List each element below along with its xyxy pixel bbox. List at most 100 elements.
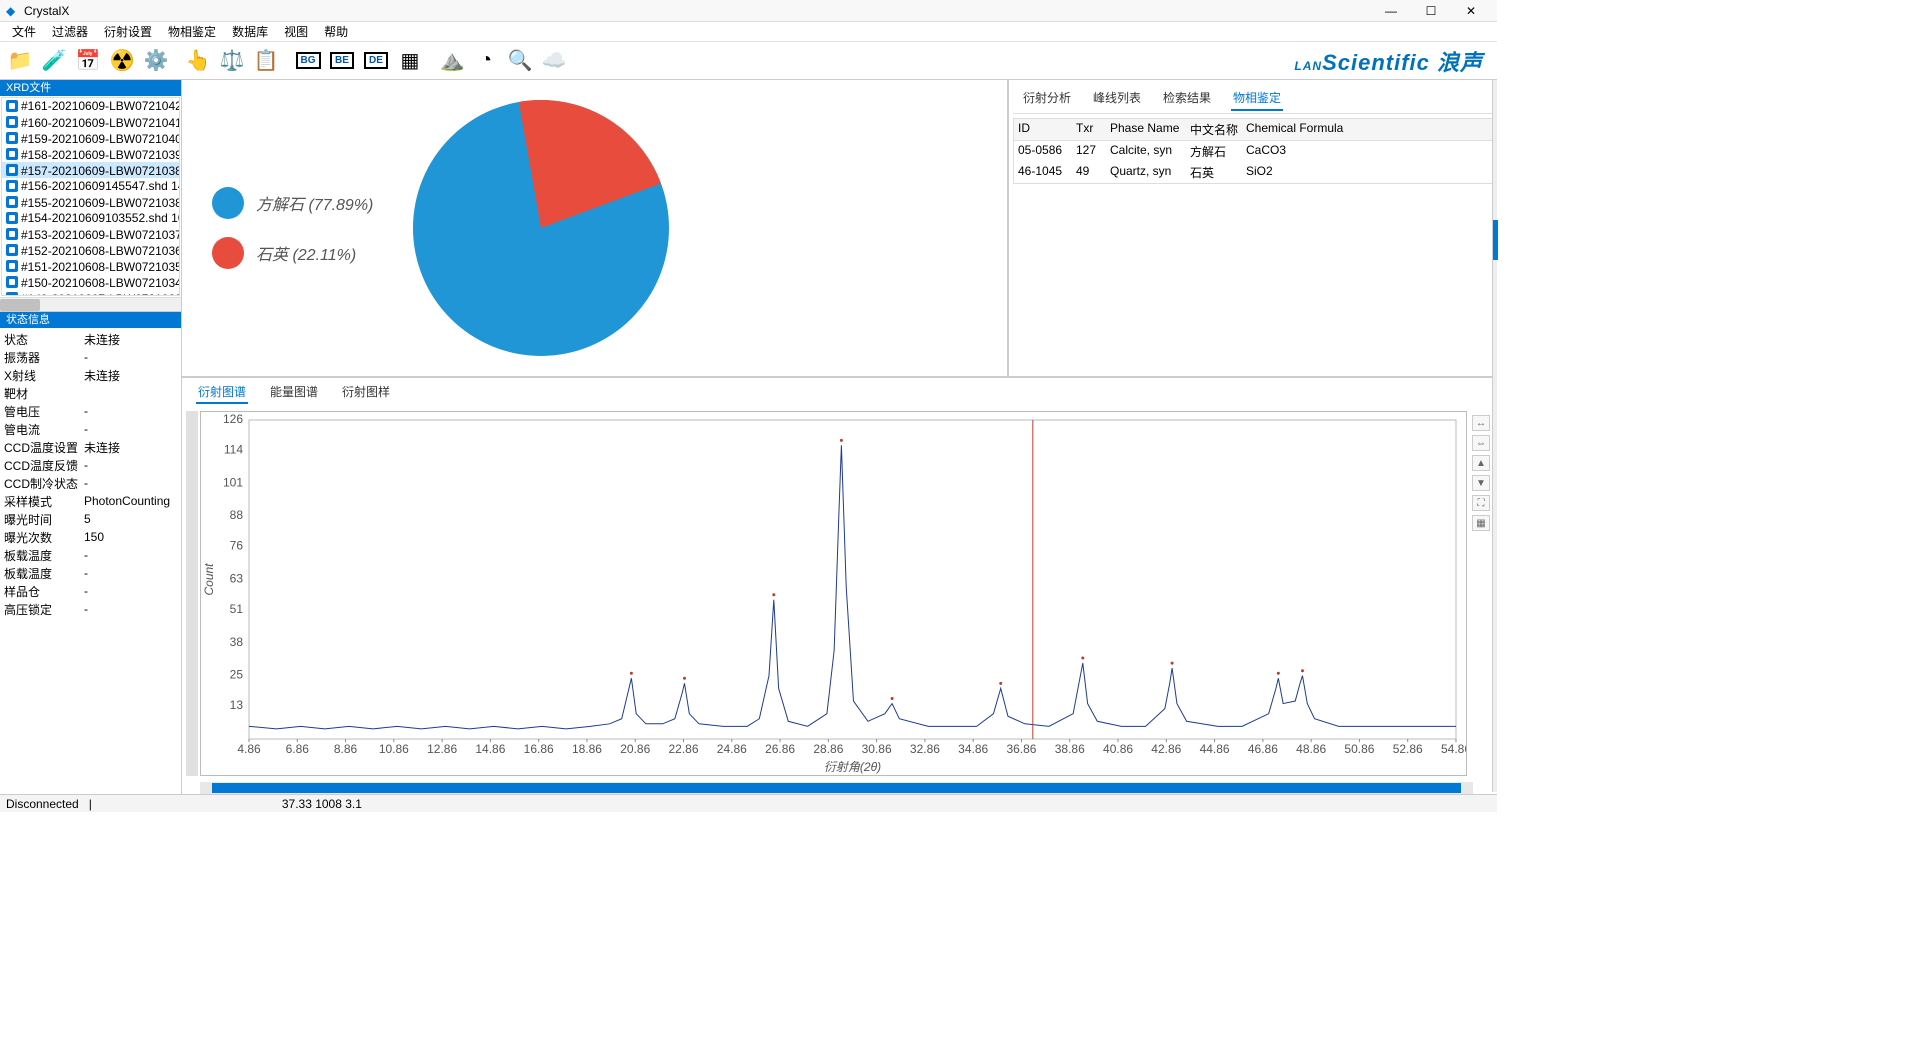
grid-icon[interactable]: ▦ (394, 45, 426, 77)
spectrum-scrollbar[interactable] (200, 782, 1473, 794)
spectrum-tool-1[interactable]: ⇔ (1472, 435, 1490, 451)
status-row: 靶材 (2, 384, 179, 402)
svg-text:6.86: 6.86 (286, 742, 310, 756)
svg-text:44.86: 44.86 (1200, 742, 1230, 756)
status-row: 板载温度- (2, 564, 179, 582)
svg-text:衍射角(2θ): 衍射角(2θ) (824, 760, 881, 774)
file-name: #155-20210609-LBW0721038-泥 (21, 194, 179, 210)
status-row: 振荡器- (2, 348, 179, 366)
file-icon (6, 212, 18, 224)
spectrum-tabs: 衍射图谱能量图谱衍射图样 (182, 378, 1497, 407)
phase-tab[interactable]: 峰线列表 (1091, 86, 1143, 111)
phase-tab[interactable]: 物相鉴定 (1231, 86, 1283, 111)
file-name: #156-20210609145547.shd 14:55 (21, 179, 179, 193)
spectrum-tool-2[interactable]: ▲ (1472, 455, 1490, 471)
file-list-item[interactable]: #150-20210608-LBW0721034-蜂 (2, 274, 179, 290)
status-value: 未连接 (84, 439, 177, 456)
svg-text:18.86: 18.86 (572, 742, 602, 756)
status-value: - (84, 350, 177, 364)
svg-text:42.86: 42.86 (1151, 742, 1181, 756)
phase-tab[interactable]: 衍射分析 (1021, 86, 1073, 111)
maximize-button[interactable]: ☐ (1411, 1, 1451, 21)
phase-tabs: 衍射分析峰线列表检索结果物相鉴定 (1013, 84, 1493, 114)
file-list-item[interactable]: #161-20210609-LBW0721042-.sh (2, 98, 179, 114)
status-row: 管电压- (2, 402, 179, 420)
table-row[interactable]: 46-104549Quartz, syn石英SiO2 (1014, 162, 1492, 183)
status-row: CCD温度设置未连接 (2, 438, 179, 456)
radiation-icon[interactable]: ☢️ (106, 45, 138, 77)
calendar-icon[interactable]: 📅 (72, 45, 104, 77)
be-box-icon[interactable]: BE (326, 45, 358, 77)
status-key: CCD制冷状态 (4, 475, 84, 492)
file-list-item[interactable]: #158-20210609-LBW0721039-角 (2, 146, 179, 162)
file-list-item[interactable]: #159-20210609-LBW0721040-砾 (2, 130, 179, 146)
menu-item-5[interactable]: 视图 (276, 21, 316, 42)
spectrum-tab[interactable]: 衍射图样 (340, 381, 392, 404)
file-list-item[interactable]: #160-20210609-LBW0721041-白 (2, 114, 179, 130)
status-value: - (84, 404, 177, 418)
spectrum-tab[interactable]: 能量图谱 (268, 381, 320, 404)
table-row[interactable]: 05-0586127Calcite, syn方解石CaCO3 (1014, 141, 1492, 162)
tubes-icon[interactable]: 🧪 (38, 45, 70, 77)
menu-item-6[interactable]: 帮助 (316, 21, 356, 42)
file-list-item[interactable]: #151-20210608-LBW0721035-硅 (2, 258, 179, 274)
spectrum-tool-4[interactable]: ⛶ (1472, 495, 1490, 511)
de-box-icon[interactable]: DE (360, 45, 392, 77)
fingerprint-icon[interactable]: 👆 (182, 45, 214, 77)
gear-icon[interactable]: ⚙️ (140, 45, 172, 77)
file-list-item[interactable]: #155-20210609-LBW0721038-泥 (2, 194, 179, 210)
legend-label: 石英 (22.11%) (256, 241, 356, 265)
file-list-item[interactable]: #154-20210609103552.shd 10:35 (2, 210, 179, 226)
svg-text:30.86: 30.86 (862, 742, 892, 756)
status-row: 样品仓- (2, 582, 179, 600)
pie-icon[interactable]: ◔ (470, 45, 502, 77)
minimize-button[interactable]: — (1371, 1, 1411, 21)
folder-open-icon[interactable]: 📁 (4, 45, 36, 77)
svg-text:114: 114 (224, 442, 243, 456)
menu-item-3[interactable]: 物相鉴定 (160, 21, 224, 42)
spectrum-tool-3[interactable]: ▼ (1472, 475, 1490, 491)
svg-text:22.86: 22.86 (669, 742, 699, 756)
close-button[interactable]: ✕ (1451, 1, 1491, 21)
report-icon[interactable]: 📋 (250, 45, 282, 77)
menu-item-0[interactable]: 文件 (4, 21, 44, 42)
status-row: 管电流- (2, 420, 179, 438)
status-row: 板载温度- (2, 546, 179, 564)
file-list-scrollbar[interactable] (0, 297, 181, 311)
file-name: #159-20210609-LBW0721040-砾 (21, 130, 179, 146)
magnify-icon[interactable]: 🔍 (504, 45, 536, 77)
right-edge-handle[interactable] (1492, 80, 1497, 792)
status-key: 板载温度 (4, 547, 84, 564)
file-list-item[interactable]: #156-20210609145547.shd 14:55 (2, 178, 179, 194)
file-list-item[interactable]: #157-20210609-LBW0721038-泥 (2, 162, 179, 178)
menu-item-4[interactable]: 数据库 (224, 21, 276, 42)
spectrum-chart[interactable]: 132538516376881011141264.866.868.8610.86… (200, 411, 1467, 776)
spectrum-tool-palette: ↔ ⇔ ▲ ▼ ⛶ ▦ (1469, 411, 1493, 776)
status-row: 曝光时间5 (2, 510, 179, 528)
status-value: 5 (84, 512, 177, 526)
file-icon (6, 100, 18, 112)
file-name: #151-20210608-LBW0721035-硅 (21, 258, 179, 274)
file-icon (6, 292, 18, 296)
phase-tab[interactable]: 检索结果 (1161, 86, 1213, 111)
file-icon (6, 180, 18, 192)
status-value: - (84, 422, 177, 436)
file-list-item[interactable]: #149-20210607-LBW0721033-白 (2, 290, 179, 296)
menu-item-2[interactable]: 衍射设置 (96, 21, 160, 42)
file-list-item[interactable]: #152-20210608-LBW0721036-千 (2, 242, 179, 258)
spectrum-tool-5[interactable]: ▦ (1472, 515, 1490, 531)
spectrum-tool-0[interactable]: ↔ (1472, 415, 1490, 431)
menu-item-1[interactable]: 过滤器 (44, 21, 96, 42)
file-list[interactable]: #161-20210609-LBW0721042-.sh#160-2021060… (1, 97, 180, 296)
cloud-icon[interactable]: ☁️ (538, 45, 570, 77)
status-row: 采样模式PhotonCounting (2, 492, 179, 510)
status-value: - (84, 566, 177, 580)
balance-icon[interactable]: ⚖️ (216, 45, 248, 77)
file-list-item[interactable]: #153-20210609-LBW0721037-生 (2, 226, 179, 242)
status-value: - (84, 548, 177, 562)
bg-box-icon[interactable]: BG (292, 45, 324, 77)
mountain-icon[interactable]: ⛰️ (436, 45, 468, 77)
spectrum-tab[interactable]: 衍射图谱 (196, 381, 248, 404)
status-value: - (84, 602, 177, 616)
file-icon (6, 260, 18, 272)
